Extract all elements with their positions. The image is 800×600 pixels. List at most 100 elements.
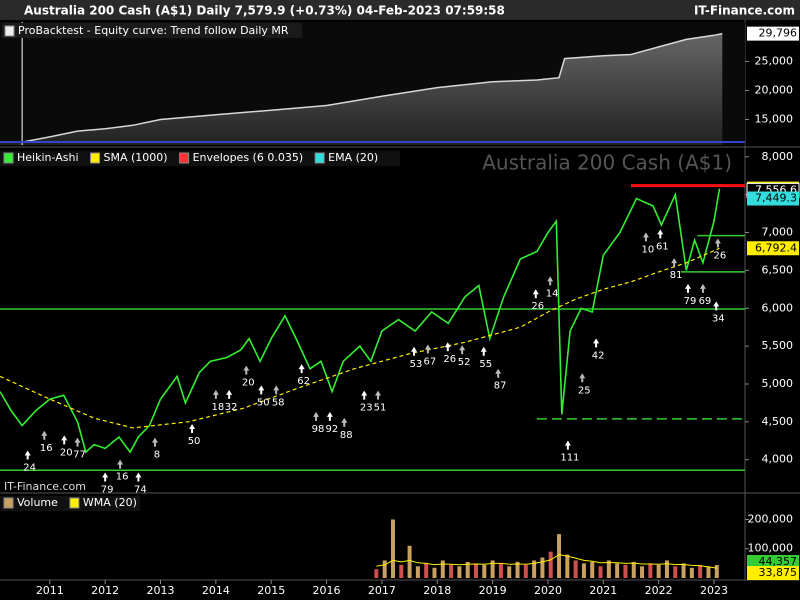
volume-bar [432, 567, 437, 578]
trade-label: 55 [479, 359, 492, 370]
volume-bar [557, 534, 562, 578]
trade-label: 51 [374, 403, 387, 414]
trade-arrow [226, 389, 233, 399]
trade-arrow [547, 276, 554, 286]
trade-arrow [243, 365, 250, 375]
trade-label: 77 [73, 450, 86, 461]
volume-bar [648, 563, 653, 578]
trade-label: 23 [360, 403, 373, 414]
trade-arrow [212, 389, 219, 399]
trade-arrow [480, 346, 487, 356]
trade-label: 79 [101, 484, 114, 495]
x-tick-label: 2020 [534, 584, 562, 597]
legend-label: Heikin-Ashi [17, 151, 79, 164]
trade-arrow [579, 373, 586, 383]
legend-swatch [3, 152, 14, 164]
trade-label: 92 [326, 424, 339, 435]
volume-bar [407, 545, 412, 578]
volume-bar [714, 565, 719, 578]
trade-label: 20 [60, 447, 73, 458]
trade-arrow [375, 390, 382, 400]
trade-label: 8 [154, 450, 160, 461]
volume-bar [449, 564, 454, 578]
price-line [0, 188, 721, 454]
volume-bar [706, 566, 711, 578]
volume-bar [440, 560, 445, 578]
x-tick-label: 2014 [202, 584, 230, 597]
volume-bar [548, 551, 553, 578]
volume-bar [424, 563, 429, 578]
volume-bar [631, 561, 636, 578]
volume-bar [523, 564, 528, 578]
legend-label: EMA (20) [328, 151, 378, 164]
y-tick-label: 7,000 [762, 226, 794, 239]
trade-arrow [714, 238, 721, 248]
watermark-title: Australia 200 Cash (A$1) [482, 151, 732, 175]
value-box [747, 566, 799, 580]
trade-arrow [135, 472, 142, 482]
y-tick-label: 100,000 [748, 542, 794, 555]
trade-arrow [671, 258, 678, 268]
trade-arrow [657, 229, 664, 239]
value-box-label: 33,875 [759, 566, 798, 579]
volume-bar [399, 564, 404, 578]
trade-arrow [699, 283, 706, 293]
y-tick-label: 200,000 [748, 512, 794, 525]
trade-label: 10 [642, 244, 655, 255]
volume-bar [498, 563, 503, 578]
trade-label: 111 [560, 453, 579, 464]
price-line [0, 247, 720, 429]
x-tick-label: 2013 [147, 584, 175, 597]
trade-arrow [684, 283, 691, 293]
y-tick-label: 8,000 [762, 150, 794, 163]
trade-label: 50 [188, 436, 201, 447]
trade-arrow [298, 364, 305, 374]
trade-arrow [61, 435, 68, 445]
trade-arrow [24, 450, 31, 460]
volume-bar [390, 519, 395, 578]
value-box-label: 6,792.4 [755, 241, 797, 254]
x-tick-label: 2021 [589, 584, 617, 597]
trade-arrow [459, 345, 466, 355]
trade-arrow [313, 411, 320, 421]
trade-arrow [532, 289, 539, 299]
legend-bg [2, 23, 302, 38]
trade-label: 74 [134, 484, 147, 495]
y-tick-label: 6,500 [762, 263, 794, 276]
y-tick-label: 15,000 [755, 112, 794, 125]
trade-arrow [151, 437, 158, 447]
trade-label: 32 [225, 402, 238, 413]
y-tick-label: 25,000 [755, 54, 794, 67]
y-tick-label: 6,000 [762, 301, 794, 314]
trade-label: 16 [40, 443, 53, 454]
volume-bar [415, 566, 420, 578]
trade-label: 34 [712, 313, 725, 324]
trade-label: 58 [272, 397, 285, 408]
volume-bar [490, 560, 495, 578]
trade-label: 98 [312, 424, 325, 435]
volume-bar [681, 563, 686, 578]
legend-label: ProBacktest - Equity curve: Trend follow… [18, 24, 289, 37]
trade-arrow [411, 346, 418, 356]
trade-arrow [713, 301, 720, 311]
y-tick-label: 5,000 [762, 377, 794, 390]
y-tick-label: 20,000 [755, 83, 794, 96]
volume-bar [540, 557, 545, 578]
trade-label: 87 [494, 381, 507, 392]
trade-arrow [102, 472, 109, 482]
volume-bar [581, 563, 586, 578]
legend-swatch [90, 152, 101, 164]
trade-label: 79 [684, 296, 697, 307]
trade-arrow [341, 417, 348, 427]
volume-bar [615, 563, 620, 578]
volume-bar [590, 561, 595, 578]
trade-arrow [424, 344, 431, 354]
legend-swatch [4, 25, 15, 37]
volume-bar [656, 564, 661, 578]
trade-arrow [326, 411, 333, 421]
legend-label: Volume [17, 496, 58, 509]
volume-bar [698, 564, 703, 578]
trade-label: 26 [531, 301, 544, 312]
y-tick-label: 4,000 [762, 453, 794, 466]
